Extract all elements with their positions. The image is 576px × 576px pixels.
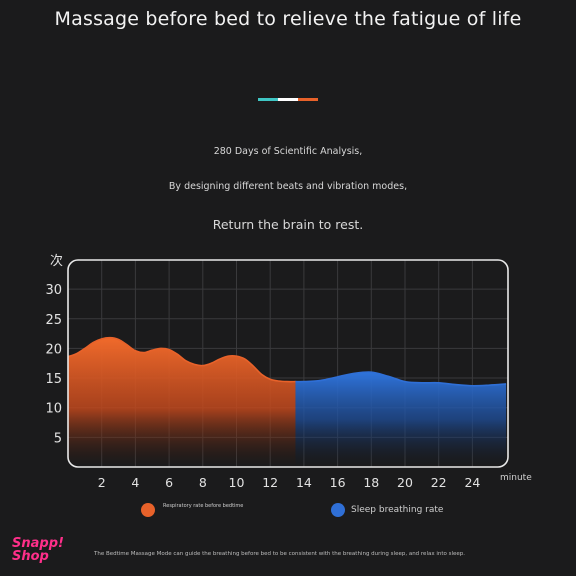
logo-line-1: Snapp! bbox=[12, 536, 64, 551]
x-unit-label: minute bbox=[500, 473, 532, 483]
x-tick-label: 22 bbox=[431, 475, 447, 490]
series-area bbox=[68, 336, 507, 467]
legend-label-sleep: Sleep breathing rate bbox=[351, 505, 444, 515]
footer-note: The Bedtime Massage Mode can guide the b… bbox=[94, 551, 466, 557]
legend-item-sleep: Sleep breathing rate bbox=[331, 503, 443, 517]
x-tick-label: 12 bbox=[262, 475, 278, 490]
divider-segment-white bbox=[278, 98, 298, 101]
x-tick-label: 14 bbox=[296, 475, 312, 490]
x-tick-label: 18 bbox=[363, 475, 379, 490]
intro-line-2: By designing different beats and vibrati… bbox=[168, 181, 408, 192]
intro-line-3: Return the brain to rest. bbox=[212, 217, 364, 232]
logo-line-2: Shop bbox=[12, 549, 49, 564]
y-tick-label: 5 bbox=[54, 431, 62, 446]
series-line-before-bed bbox=[68, 336, 296, 383]
divider-segment-orange bbox=[298, 98, 318, 101]
legend-dot-blue bbox=[331, 503, 345, 517]
y-tick-label: 15 bbox=[45, 372, 62, 387]
plot-frame bbox=[67, 259, 509, 468]
y-unit-label: 次 bbox=[50, 253, 63, 269]
intro-line-1: 280 Days of Scientific Analysis, bbox=[213, 146, 363, 157]
x-tick-label: 4 bbox=[131, 475, 139, 490]
series-area-sleep bbox=[295, 371, 507, 467]
divider bbox=[258, 98, 318, 101]
y-tick-label: 25 bbox=[45, 313, 62, 328]
divider-segment-teal bbox=[258, 98, 278, 101]
legend-label-before-bed: Respiratory rate before bedtime bbox=[163, 503, 244, 509]
x-tick-label: 10 bbox=[229, 475, 245, 490]
x-tick-label: 20 bbox=[397, 475, 413, 490]
legend-dot-orange bbox=[141, 503, 155, 517]
x-tick-label: 8 bbox=[199, 475, 207, 490]
x-tick-label: 6 bbox=[165, 475, 173, 490]
series-line-sleep bbox=[295, 371, 507, 387]
page-title: Massage before bed to relieve the fatigu… bbox=[54, 8, 522, 30]
y-tick-label: 20 bbox=[45, 342, 62, 357]
y-tick-label: 30 bbox=[45, 283, 62, 298]
snapp-shop-logo: Snapp! Shop bbox=[12, 537, 72, 563]
series-area-before-bed bbox=[68, 337, 296, 467]
y-tick-label: 10 bbox=[45, 402, 62, 417]
x-tick-label: 2 bbox=[98, 475, 106, 490]
legend-item-before-bed: Respiratory rate before bedtime bbox=[141, 503, 243, 517]
x-tick-label: 16 bbox=[330, 475, 346, 490]
x-tick-label: 24 bbox=[464, 475, 480, 490]
